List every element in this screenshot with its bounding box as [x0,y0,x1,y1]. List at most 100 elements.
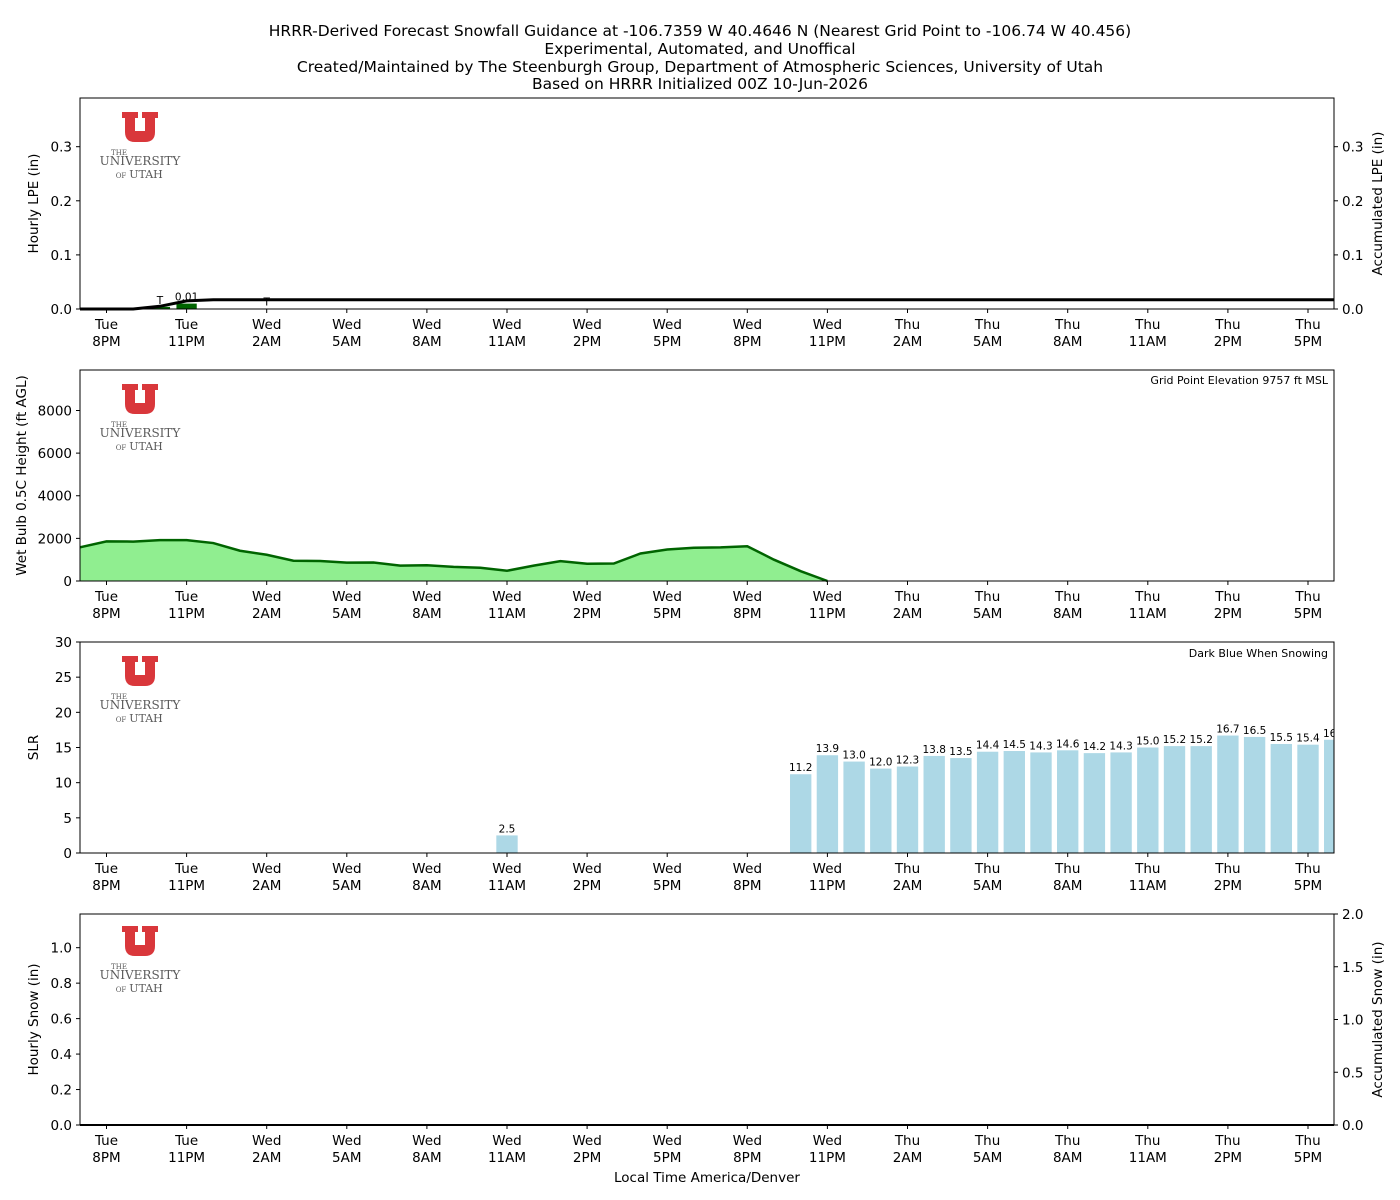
slr-bar-label: 14.3 [1109,740,1132,752]
elevation-annotation: Grid Point Elevation 9757 ft MSL [1150,374,1328,387]
y-tick-label: 0.0 [51,302,72,318]
wet-bulb-line [79,538,828,583]
slr-bar [870,768,892,853]
block-u-icon [122,112,158,142]
x-tick-day-label: Wed [733,589,762,605]
plot-frame [79,913,1335,1126]
x-tick-day-label: Wed [572,317,601,333]
y-tick-label: 0.0 [51,1118,72,1134]
x-tick-time-label: 11AM [1129,1150,1167,1166]
x-tick-time-label: 5PM [653,334,681,350]
x-tick-time-label: 2AM [893,1150,922,1166]
x-tick-day-label: Thu [1134,861,1160,877]
x-tick-day-label: Tue [174,1133,198,1149]
logo-text-the: THE [111,149,127,157]
y-tick-label: 15 [55,741,72,757]
slr-bar-label: 13.0 [842,750,865,762]
x-tick-day-label: Thu [1294,589,1320,605]
x-tick-time-label: 2PM [573,878,601,894]
logo-text-utah: UTAH [129,168,163,181]
slr-bar [950,758,972,853]
x-tick-day-label: Tue [174,589,198,605]
slr-bar-label: 15.0 [1136,736,1159,748]
slr-bar [1137,747,1159,853]
x-tick-day-label: Wed [733,317,762,333]
x-tick-time-label: 2PM [1214,1150,1242,1166]
slr-bar [1217,735,1239,853]
x-tick-time-label: 5PM [653,606,681,622]
slr-bar [790,774,812,853]
slr-bar [1003,751,1025,853]
slr-bar-label: 14.6 [1056,738,1080,750]
block-u-icon [122,926,158,956]
x-tick-day-label: Thu [1134,317,1160,333]
x-tick-day-label: Wed [252,1133,281,1149]
slr-bar [1190,746,1212,853]
x-tick-time-label: 8AM [412,1150,441,1166]
x-tick-time-label: 8AM [412,334,441,350]
x-tick-day-label: Thu [974,1133,1000,1149]
x-tick-day-label: Wed [492,1133,521,1149]
y-tick-label: 0.2 [51,1083,72,1099]
x-tick-time-label: 2PM [573,606,601,622]
x-tick-time-label: 8PM [92,878,120,894]
x-tick-time-label: 2AM [893,606,922,622]
x-tick-day-label: Wed [492,317,521,333]
slr-bar [816,755,839,853]
y-tick-label: 0.2 [51,194,72,210]
y2-tick-label: 0.0 [1342,302,1363,318]
x-tick-time-label: 5AM [332,1150,361,1166]
x-tick-time-label: 5AM [973,1150,1002,1166]
x-tick-day-label: Thu [894,317,920,333]
x-tick-time-label: 5PM [653,878,681,894]
y-tick-label: 0.8 [51,976,72,992]
x-tick-time-label: 11AM [1129,606,1167,622]
title-line-3: Created/Maintained by The Steenburgh Gro… [297,58,1103,76]
y2-tick-label: 0.5 [1342,1065,1363,1081]
x-tick-time-label: 5PM [1294,606,1322,622]
y2-tick-label: 0.2 [1342,194,1363,210]
y2-tick-label: 0.1 [1342,248,1363,264]
y-axis-label: Wet Bulb 0.5C Height (ft AGL) [14,375,30,576]
y2-tick-label: 1.5 [1342,960,1363,976]
slr-bar [1297,744,1319,853]
slr-bars: 2.511.213.913.012.0 12.313.8 13.514.4 14.5 1… [496,724,1346,853]
x-tick-day-label: Thu [1054,317,1080,333]
slr-bar [1057,750,1079,853]
x-tick-time-label: 5AM [332,334,361,350]
x-tick-time-label: 8PM [733,1150,761,1166]
x-tick-day-label: Thu [1294,861,1320,877]
slr-bar-label: 14.3 [1029,740,1052,752]
logo-text-the: THE [111,963,127,971]
slr-bar-label: 2.5 [499,823,516,835]
x-tick-time-label: 8PM [733,606,761,622]
x-tick-day-label: Tue [94,589,118,605]
logo-text-the: THE [111,693,127,701]
slr-bar [843,761,865,853]
x-tick-day-label: Wed [733,861,762,877]
lpe-panel: 0.0 0.1 0.2 0.3 Hourly LPE (in) 0.0 0.1 0.2 0.3 A… [26,97,1386,350]
x-tick-day-label: Wed [572,861,601,877]
x-tick-time-label: 11PM [809,1150,846,1166]
x-tick-day-label: Wed [813,1133,842,1149]
x-tick-time-label: 11PM [168,1150,205,1166]
slr-bar-label: 13.8 [923,744,946,756]
y-tick-label: 30 [55,635,72,651]
x-tick-time-label: 2AM [252,334,281,350]
y2-tick-label: 1.0 [1342,1013,1363,1029]
x-tick-day-label: Wed [252,861,281,877]
x-tick-day-label: Wed [652,1133,681,1149]
slr-bar-label: 16.1 [1323,728,1346,740]
x-tick-time-label: 5PM [1294,334,1322,350]
x-tick-day-label: Tue [174,317,198,333]
x-tick-day-label: Thu [1134,1133,1160,1149]
logo-text-the: THE [111,421,127,429]
slr-panel: 0 5 10 15 20 25 30 SLR 2.5 11.2 13.913.0 12.0 12.3 13… [26,635,1346,894]
logo-text-of: OF [116,986,127,994]
x-tick-day-label: Wed [332,861,361,877]
block-u-icon [122,656,158,686]
slr-bar-label: 15.4 [1296,733,1320,745]
slr-bar [1083,753,1106,853]
x-tick-time-label: 2PM [573,334,601,350]
